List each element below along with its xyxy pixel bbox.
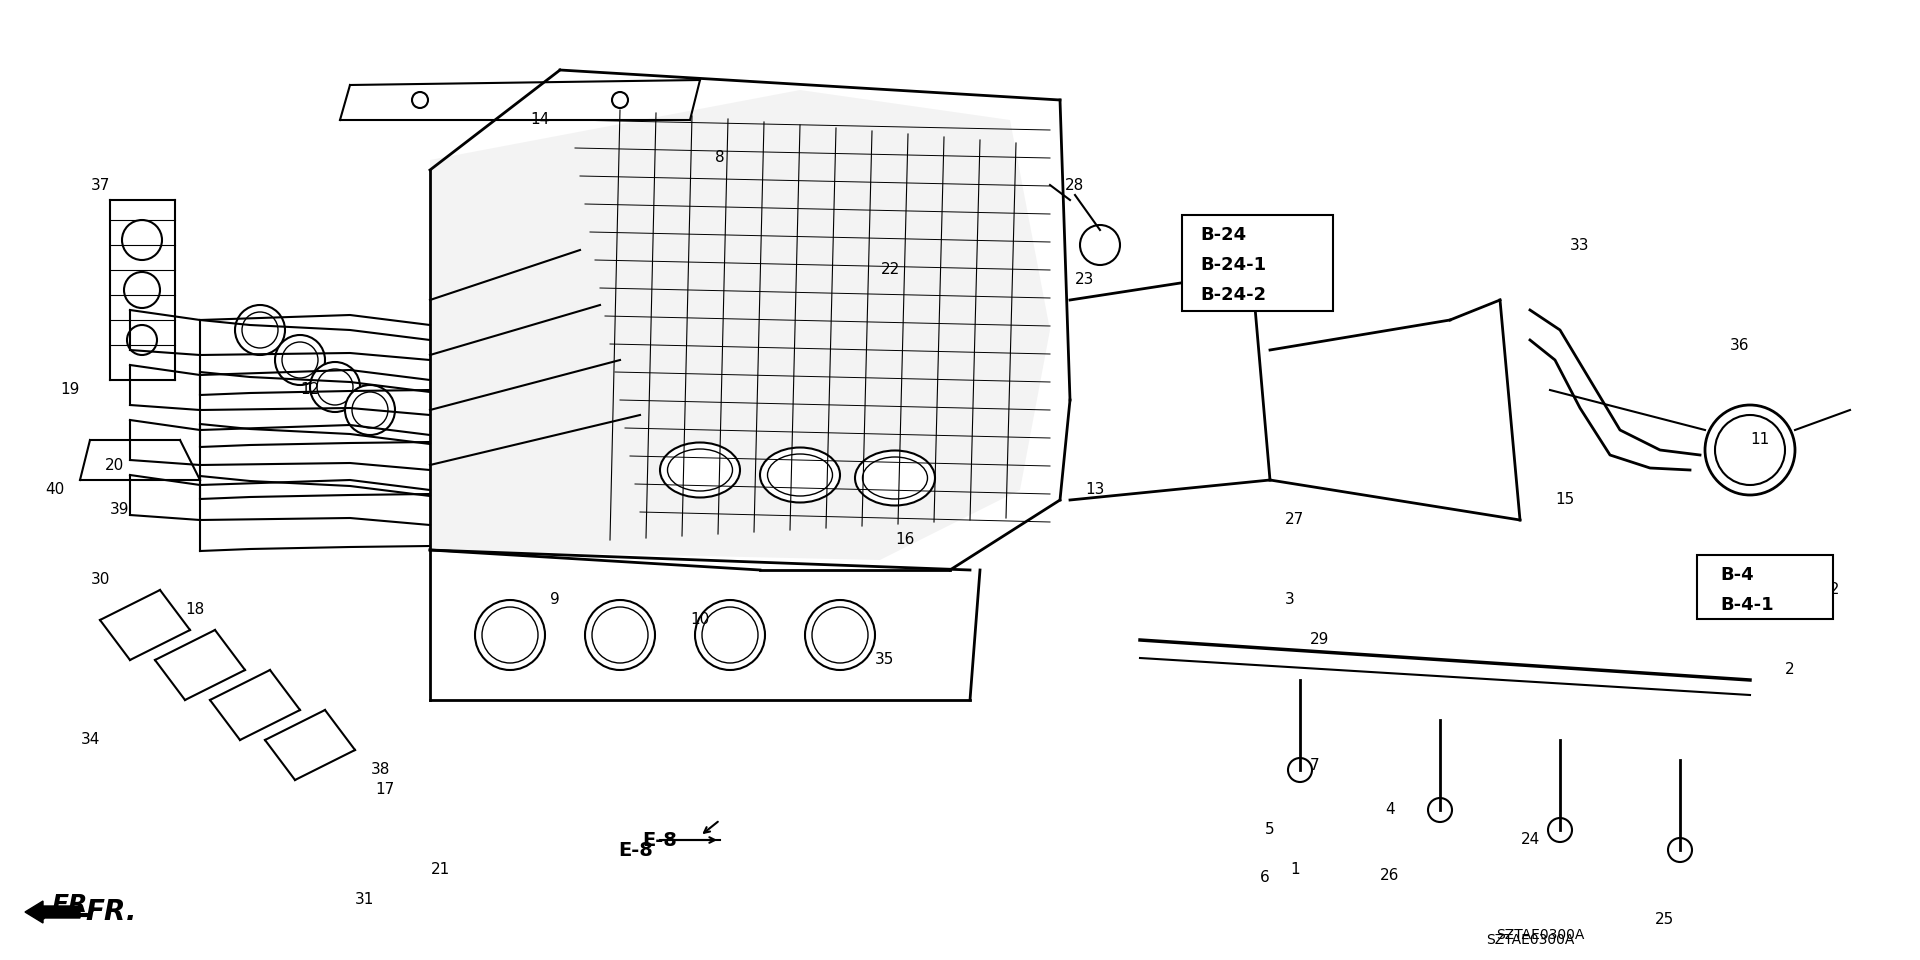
Text: SZTAE0300A: SZTAE0300A bbox=[1496, 928, 1584, 942]
Circle shape bbox=[123, 220, 161, 260]
Circle shape bbox=[1288, 758, 1311, 782]
Ellipse shape bbox=[862, 457, 927, 499]
Text: 24: 24 bbox=[1521, 832, 1540, 848]
Ellipse shape bbox=[660, 443, 739, 497]
Text: 10: 10 bbox=[691, 612, 710, 628]
Text: 28: 28 bbox=[1066, 178, 1085, 193]
Circle shape bbox=[234, 305, 284, 355]
Circle shape bbox=[804, 600, 876, 670]
Text: 20: 20 bbox=[106, 458, 125, 472]
Text: 17: 17 bbox=[376, 782, 396, 798]
Text: 9: 9 bbox=[551, 592, 561, 608]
Polygon shape bbox=[430, 90, 1050, 560]
Text: 21: 21 bbox=[430, 862, 449, 877]
Text: 15: 15 bbox=[1555, 492, 1574, 508]
Text: 12: 12 bbox=[300, 382, 319, 397]
Text: 16: 16 bbox=[895, 533, 914, 547]
Text: 5: 5 bbox=[1265, 823, 1275, 837]
Text: 40: 40 bbox=[46, 483, 65, 497]
Circle shape bbox=[482, 607, 538, 663]
Circle shape bbox=[242, 312, 278, 348]
Circle shape bbox=[1548, 818, 1572, 842]
Text: B-24: B-24 bbox=[1200, 226, 1246, 244]
Text: 19: 19 bbox=[60, 382, 81, 397]
Circle shape bbox=[1715, 415, 1786, 485]
Text: E-8: E-8 bbox=[618, 841, 653, 859]
Text: 32: 32 bbox=[1820, 583, 1839, 597]
Text: 3: 3 bbox=[1284, 592, 1294, 608]
Text: 34: 34 bbox=[81, 732, 100, 748]
Text: 31: 31 bbox=[355, 893, 374, 907]
Text: B-24-2: B-24-2 bbox=[1200, 286, 1265, 304]
Ellipse shape bbox=[854, 450, 935, 506]
Text: 1: 1 bbox=[1290, 862, 1300, 877]
Text: B-24: B-24 bbox=[1200, 226, 1246, 244]
Circle shape bbox=[612, 92, 628, 108]
Text: B-24-1: B-24-1 bbox=[1200, 256, 1265, 274]
Circle shape bbox=[317, 369, 353, 405]
Text: 35: 35 bbox=[876, 653, 895, 667]
Ellipse shape bbox=[768, 454, 833, 496]
Text: B-4: B-4 bbox=[1720, 566, 1753, 584]
Text: 37: 37 bbox=[90, 178, 109, 193]
FancyArrow shape bbox=[25, 901, 81, 923]
Circle shape bbox=[413, 92, 428, 108]
Text: B-24-1: B-24-1 bbox=[1200, 256, 1265, 274]
Text: 30: 30 bbox=[90, 572, 109, 588]
Text: 36: 36 bbox=[1730, 338, 1749, 352]
Text: 13: 13 bbox=[1085, 483, 1104, 497]
Text: 29: 29 bbox=[1309, 633, 1331, 647]
Circle shape bbox=[812, 607, 868, 663]
Circle shape bbox=[346, 385, 396, 435]
Text: 11: 11 bbox=[1751, 433, 1770, 447]
Text: 14: 14 bbox=[530, 112, 549, 128]
Text: B-24-2: B-24-2 bbox=[1200, 286, 1265, 304]
Circle shape bbox=[125, 272, 159, 308]
Circle shape bbox=[275, 335, 324, 385]
Text: 33: 33 bbox=[1571, 237, 1590, 252]
Text: B-4-1: B-4-1 bbox=[1720, 596, 1774, 614]
Circle shape bbox=[474, 600, 545, 670]
Circle shape bbox=[591, 607, 649, 663]
FancyBboxPatch shape bbox=[1183, 215, 1332, 311]
FancyBboxPatch shape bbox=[1697, 555, 1834, 619]
Circle shape bbox=[1668, 838, 1692, 862]
Text: FR.: FR. bbox=[52, 893, 98, 917]
Text: 38: 38 bbox=[371, 762, 390, 778]
Text: 7: 7 bbox=[1309, 757, 1319, 773]
Circle shape bbox=[351, 392, 388, 428]
Text: 8: 8 bbox=[714, 151, 726, 165]
Circle shape bbox=[127, 325, 157, 355]
Ellipse shape bbox=[760, 447, 841, 502]
Text: 4: 4 bbox=[1384, 803, 1394, 818]
Circle shape bbox=[1428, 798, 1452, 822]
Text: 26: 26 bbox=[1380, 868, 1400, 882]
Circle shape bbox=[586, 600, 655, 670]
Text: E-8: E-8 bbox=[643, 830, 678, 850]
Circle shape bbox=[703, 607, 758, 663]
Text: 18: 18 bbox=[186, 603, 205, 617]
Circle shape bbox=[309, 362, 361, 412]
Text: 22: 22 bbox=[881, 262, 900, 277]
Circle shape bbox=[1079, 225, 1119, 265]
Text: SZTAE0300A: SZTAE0300A bbox=[1486, 933, 1574, 947]
Circle shape bbox=[282, 342, 319, 378]
Circle shape bbox=[695, 600, 764, 670]
Text: B-4-1: B-4-1 bbox=[1720, 596, 1774, 614]
Ellipse shape bbox=[668, 449, 733, 491]
Text: 6: 6 bbox=[1260, 871, 1269, 885]
Circle shape bbox=[1705, 405, 1795, 495]
Text: FR.: FR. bbox=[84, 898, 136, 926]
Text: 27: 27 bbox=[1284, 513, 1304, 527]
Text: 2: 2 bbox=[1786, 662, 1795, 678]
Text: 25: 25 bbox=[1655, 913, 1674, 927]
Text: B-4: B-4 bbox=[1720, 566, 1753, 584]
Text: 23: 23 bbox=[1075, 273, 1094, 287]
Text: 39: 39 bbox=[109, 502, 131, 517]
